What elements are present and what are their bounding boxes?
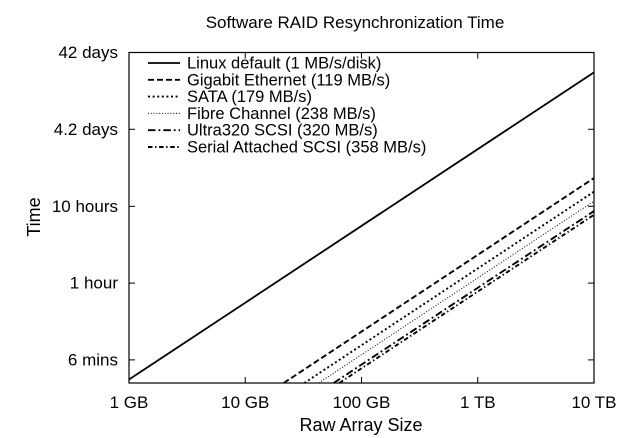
legend-item-serial-attached-scsi: Serial Attached SCSI (358 MB/s) [148,139,426,157]
y-tick-label: 1 hour [70,274,119,293]
chart-title: Software RAID Resynchronization Time [206,13,505,32]
legend-label-ultra320-scsi: Ultra320 SCSI (320 MB/s) [187,122,378,140]
series-line-fibre-channel [318,200,595,384]
x-axis-title: Raw Array Size [299,415,422,435]
legend-label-linux-default: Linux default (1 MB/s/disk) [187,55,381,73]
series-line-gigabit-ethernet [283,177,595,384]
x-tick-label: 10 GB [221,393,269,412]
y-tick-label: 10 hours [52,197,118,216]
x-tick-label: 1 GB [110,393,149,412]
legend-item-gigabit-ethernet: Gigabit Ethernet (119 MB/s) [148,71,390,89]
series-layer [128,71,595,384]
legend: Linux default (1 MB/s/disk)Gigabit Ether… [148,55,426,157]
legend-label-sata: SATA (179 MB/s) [187,88,312,106]
axes-layer: 1 GB 10 GB 100 GB 1 TB 10 TB 6 mins 1 hour 10 h… [52,43,617,412]
x-tick-label: 1 TB [460,393,496,412]
legend-item-fibre-channel: Fibre Channel (238 MB/s) [148,105,376,123]
series-line-sata [303,190,595,384]
series-line-ultra320-scsi [333,210,595,384]
y-axis-title: Time [24,197,44,236]
legend-item-linux-default: Linux default (1 MB/s/disk) [148,55,381,73]
y-tick-label: 4.2 days [54,120,118,139]
legend-item-ultra320-scsi: Ultra320 SCSI (320 MB/s) [148,122,378,140]
x-tick-label: 10 TB [571,393,616,412]
y-tick-label: 42 days [58,43,118,62]
series-line-serial-attached-scsi [338,213,595,384]
legend-label-gigabit-ethernet: Gigabit Ethernet (119 MB/s) [187,71,390,89]
y-tick-label: 6 mins [68,350,118,369]
legend-label-serial-attached-scsi: Serial Attached SCSI (358 MB/s) [187,139,426,157]
series-line-linux-default [128,71,595,381]
legend-label-fibre-channel: Fibre Channel (238 MB/s) [187,105,376,123]
legend-item-sata: SATA (179 MB/s) [148,88,312,106]
x-tick-label: 100 GB [333,393,391,412]
